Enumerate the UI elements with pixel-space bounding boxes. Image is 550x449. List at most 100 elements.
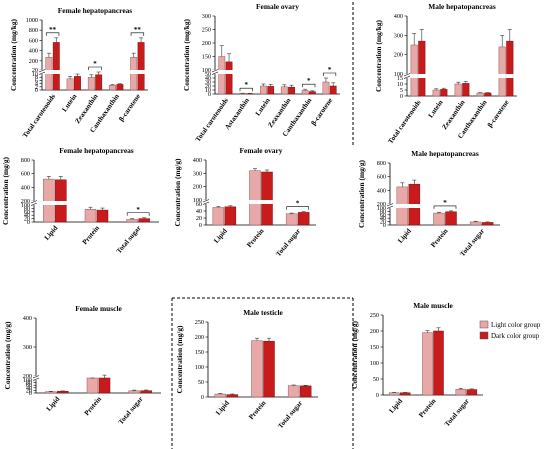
y-tick-label: 600 — [29, 37, 38, 44]
y-tick-label: 0 — [29, 390, 32, 397]
category-label: Lipid — [396, 227, 413, 245]
bar-dark — [137, 42, 145, 91]
chart-title: Male testicle — [243, 308, 283, 317]
y-tick-label: 200 — [394, 52, 403, 59]
y-tick-label: 250 — [195, 319, 204, 326]
y-tick-label: 200 — [21, 198, 30, 205]
y-tick-label: 20 — [32, 67, 38, 74]
significance-bracket — [433, 205, 457, 209]
axis-break-mark — [30, 202, 38, 206]
axis-break-mark — [386, 205, 394, 209]
bar-break-band — [396, 204, 409, 208]
bar-light — [410, 44, 418, 97]
y-tick-label: 20 — [205, 83, 211, 90]
bar-light — [249, 170, 261, 226]
y-tick-label: 1000 — [26, 17, 38, 24]
bar-break-band — [54, 201, 67, 205]
y-tick-label: 50 — [198, 379, 204, 386]
bar-break-band — [249, 200, 261, 204]
y-tick-label: 200 — [377, 201, 386, 208]
bar-break-band — [52, 70, 60, 74]
bar-break-band — [130, 70, 138, 74]
y-tick-label: 60 — [380, 212, 386, 219]
bar-break-band — [410, 74, 418, 78]
bar-break-band — [218, 70, 226, 74]
chart-title: Male hepatopancreas — [428, 2, 496, 11]
chart-panel-9: Male muscle Concentration (mg/g) 0 50 100 150… — [350, 301, 483, 428]
y-tick-label: 0 — [35, 87, 38, 94]
y-tick-label: 600 — [377, 174, 386, 181]
bar-light — [455, 388, 467, 396]
bar-break-band — [506, 74, 514, 78]
y-tick-label: 2 — [35, 84, 38, 91]
bar-break-band — [498, 74, 506, 78]
bar-dark — [52, 42, 60, 91]
y-tick-label: 40 — [26, 385, 32, 392]
y-tick-label: 300 — [23, 344, 32, 351]
bar-dark — [484, 92, 492, 97]
chart-title: Female muscle — [75, 304, 122, 313]
significance-label: * — [93, 60, 97, 68]
bar-light — [432, 89, 440, 97]
category-label: Lipid — [388, 397, 405, 415]
y-tick-label: 0 — [208, 91, 211, 98]
bar-break-band — [42, 201, 55, 205]
y-tick-label: 250 — [370, 312, 379, 319]
axis-break-mark — [211, 71, 219, 75]
chart-title: Female ovary — [240, 146, 283, 155]
y-tick-label: 40 — [380, 215, 386, 222]
y-tick-label: 0 — [400, 93, 403, 100]
y-tick-label: 0 — [376, 392, 379, 399]
chart-panel-3: Male hepatopancreas Concentration (mg/kg)… — [374, 2, 517, 145]
bar-dark — [55, 179, 67, 223]
y-tick-label: 6 — [35, 77, 38, 84]
y-tick-label: 300 — [202, 13, 211, 20]
category-label: Lipid — [214, 399, 231, 417]
axis-break-gap — [31, 200, 37, 206]
axis-break-mark — [202, 201, 210, 205]
significance-bracket — [286, 206, 309, 210]
category-label: Lutein — [427, 98, 445, 119]
y-axis-label: Concentration (mg/g) — [357, 159, 366, 227]
significance-label: * — [245, 81, 249, 89]
bar-light — [301, 90, 309, 95]
bar-dark — [466, 389, 478, 396]
y-tick-label: 200 — [195, 334, 204, 341]
legend-label: Light color group — [491, 321, 541, 329]
y-tick-label: 0 — [199, 222, 202, 229]
significance-bracket — [45, 32, 60, 36]
y-tick-label: 200 — [193, 184, 202, 191]
bar-dark — [288, 86, 295, 95]
y-tick-label: 400 — [377, 187, 386, 194]
y-tick-label: 30 — [205, 79, 211, 86]
y-axis-label: Concentration (mg/g) — [350, 320, 359, 388]
y-tick-label: 300 — [193, 170, 202, 177]
bar-dark — [140, 390, 152, 394]
category-label: β-carotene — [117, 93, 142, 123]
axis-break-mark — [32, 377, 40, 381]
bar-light — [280, 86, 288, 95]
axis-break-mark — [386, 203, 394, 207]
chart-panel-4: Female hepatopancreas Concentration (mg/g… — [1, 146, 159, 255]
y-tick-label: 20 — [380, 219, 386, 226]
bar-dark — [95, 74, 103, 91]
y-tick-label: 40 — [196, 208, 202, 215]
category-label: Protein — [81, 224, 101, 246]
axis-break-mark — [403, 73, 411, 77]
bar-dark — [440, 89, 448, 97]
significance-label: * — [136, 206, 140, 214]
bar-light — [454, 83, 462, 97]
y-axis-label: Concentration (mg/g) — [3, 321, 12, 389]
axis-break-gap — [387, 203, 393, 209]
axis-break-gap — [404, 73, 410, 79]
y-tick-label: 600 — [21, 171, 30, 178]
bar-light — [285, 213, 298, 226]
y-tick-label: 40 — [24, 212, 30, 219]
y-tick-label: 5 — [400, 87, 403, 94]
significance-label: * — [443, 199, 447, 207]
chart-title: Female hepatopancreas — [58, 6, 132, 15]
y-tick-label: 200 — [370, 328, 379, 335]
bar-dark — [116, 84, 124, 91]
chart-panel-7: Female muscle Concentration (mg/g) 0204060… — [3, 304, 161, 426]
